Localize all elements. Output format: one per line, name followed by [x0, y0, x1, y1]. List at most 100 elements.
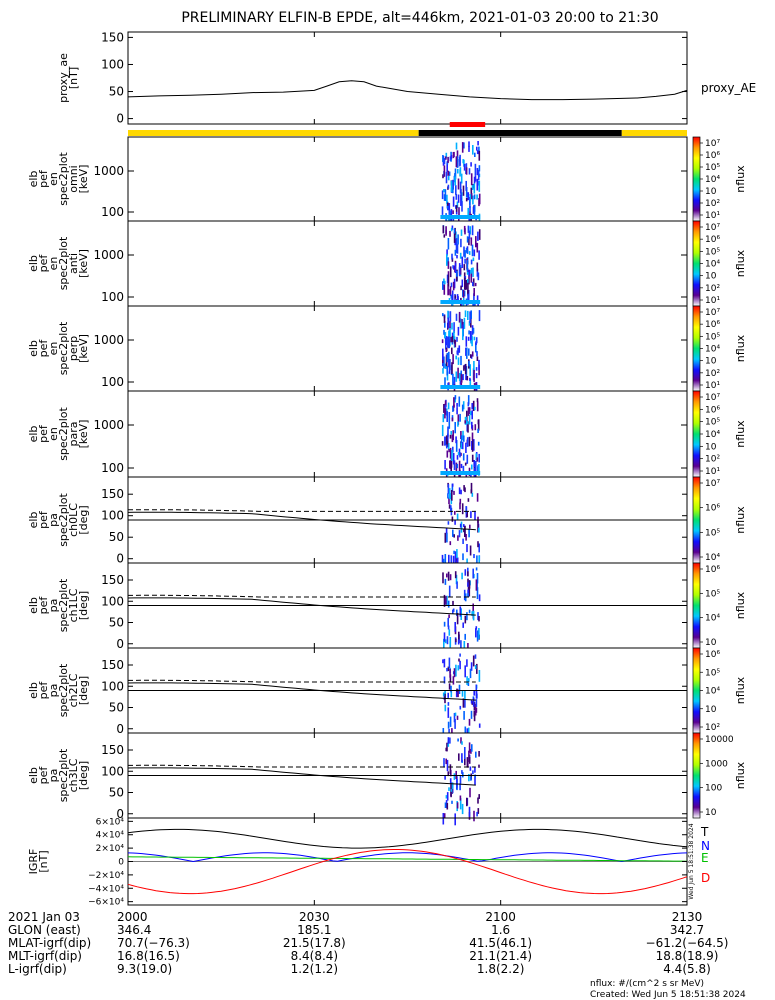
colorbar: [693, 563, 700, 648]
spectrogram-pixel: [470, 546, 472, 556]
colorbar-label: nflux: [734, 334, 747, 362]
footer-row-label: MLAT-igrf(dip): [8, 936, 91, 950]
spectrogram-pixel: [472, 245, 474, 257]
spectrogram-pixel: [464, 250, 466, 258]
spectrogram-pixel: [456, 403, 458, 407]
footer-value: 2100: [485, 910, 516, 924]
footer-value: 41.5(46.1): [469, 936, 532, 950]
y-axis-label: elbpefpaspec2plotch1LC[deg]: [27, 578, 90, 632]
spectrogram-pixel: [449, 359, 451, 370]
spectrogram-pixel: [474, 711, 476, 717]
colorbar-tick-label: 10⁶: [705, 320, 720, 330]
panel-elb-pef-en-spec2plot-anti: 1001000elbpefenspec2plotanti[keV]10⁷10⁶1…: [27, 221, 747, 311]
colorbar-tick-label: 10⁳: [705, 442, 717, 452]
spectrogram-pixel: [479, 181, 481, 192]
colorbar: [693, 221, 700, 306]
side-timestamp: Wed Jun 5 18:51:38 2024: [688, 823, 695, 899]
spectrogram-pixel: [453, 152, 455, 157]
spectrogram-pixel: [452, 601, 454, 605]
colorbar-tick-label: 10⁶: [705, 565, 720, 575]
spectrogram-pixel: [471, 193, 473, 199]
spectrogram-pixel: [458, 452, 460, 455]
spectrogram-pixel: [464, 259, 466, 264]
spectrogram-pixel: [464, 278, 466, 290]
spectrogram-pixel: [459, 373, 461, 381]
colorbar-tick-label: 10⁵: [705, 668, 720, 678]
spectrogram-pixel: [448, 555, 450, 564]
spectrogram-pixel: [455, 250, 457, 256]
y-tick-label: −4×10⁴: [88, 884, 124, 894]
spectrogram-pixel: [446, 533, 448, 543]
spectrogram-pixel: [469, 525, 471, 529]
spectrogram-pixel: [451, 254, 453, 260]
spectrogram-pixel: [456, 337, 458, 342]
y-tick-label: 100: [101, 594, 124, 608]
spectrogram-pixel: [460, 239, 462, 247]
spectrogram-pixel: [448, 449, 450, 452]
colorbar-tick-label: 10⁵: [705, 589, 720, 599]
spectrogram-pixel: [469, 168, 471, 174]
spectrogram-pixel: [458, 659, 460, 662]
spectrogram-pixel: [471, 273, 473, 283]
spectrogram-pixel: [450, 311, 452, 321]
spectrogram-pixel: [468, 402, 470, 406]
spectrogram-pixel: [446, 574, 448, 578]
y-tick-label: 0: [116, 552, 124, 566]
spectrogram-pixel: [470, 270, 472, 274]
spectrogram-pixel: [468, 141, 470, 146]
spectrogram-pixel: [466, 544, 468, 552]
spectrogram-pixel: [454, 773, 456, 780]
y-tick-label: 150: [101, 30, 124, 44]
spectrogram-pixel: [452, 374, 454, 386]
spectrogram-pixel: [468, 407, 470, 416]
spectrogram-pixel: [443, 813, 445, 825]
spectrogram-pixel: [476, 367, 478, 371]
spectrogram-pixel: [462, 553, 464, 560]
spectrogram-pixel: [458, 753, 460, 760]
spectrogram-pixel: [476, 337, 478, 343]
y-tick-label: 0: [116, 722, 124, 736]
spectrogram-pixel: [449, 488, 451, 499]
spectrogram-pixel: [460, 606, 462, 616]
spectrogram-pixel: [442, 349, 444, 360]
panel-proxy_ae: 050100150proxy_ae[nT] proxy_AE: [57, 30, 756, 136]
spectrogram-pixel: [448, 185, 450, 189]
spectrogram-pixel: [467, 272, 469, 275]
spectrogram-pixel: [478, 794, 480, 799]
spectrogram-pixel: [469, 757, 471, 764]
spectrogram-pixel: [457, 535, 459, 541]
spectrogram-pixel: [466, 659, 468, 667]
y-axis-label: elbpefenspec2plotpara[keV]: [27, 407, 90, 461]
spectrogram-pixel: [444, 813, 446, 818]
spectrogram-pixel: [447, 157, 449, 163]
spectrogram-pixel: [466, 167, 468, 174]
colorbar-tick-label: 10⁵: [705, 418, 720, 428]
spectrogram-pixel: [476, 567, 478, 570]
spectrogram-pixel: [451, 490, 453, 501]
spectrogram-pixel: [462, 142, 464, 153]
spectrogram-pixel: [446, 366, 448, 376]
spectrogram-pixel: [448, 572, 450, 581]
spectrogram-pixel: [442, 441, 444, 446]
panel-elb-pef-pa-spec2plot-ch2lc: 050100150elbpefpaspec2plotch2LC[deg]10⁶1…: [27, 648, 747, 740]
spectrogram-pixel: [466, 336, 468, 346]
spectrogram-pixel: [459, 345, 461, 352]
spectrogram-pixel: [465, 310, 467, 317]
colorbar-tick-label: 10: [705, 808, 717, 818]
spectrogram-pixel: [473, 460, 475, 467]
spectrogram-band: [440, 215, 480, 219]
y-axis-label: elbpefpaspec2plotch2LC[deg]: [27, 663, 90, 717]
spectrogram-pixel: [478, 616, 480, 621]
spectrogram-pixel: [469, 378, 471, 381]
spectrogram-pixel: [461, 464, 463, 468]
y-axis-label: elbpefenspec2plotanti[keV]: [27, 236, 90, 290]
spectrogram-pixel: [457, 514, 459, 520]
colorbar-tick-label: 10⁴: [705, 553, 720, 563]
colorbar-label: nflux: [734, 249, 747, 277]
spectrogram-pixel: [460, 253, 462, 259]
y-tick-label: 0: [118, 858, 124, 868]
spectrogram-pixel: [457, 244, 459, 253]
footer-value: 346.4: [117, 923, 151, 937]
colorbar-tick-label: 10⁵: [705, 332, 720, 342]
spectrogram-pixel: [478, 528, 480, 533]
